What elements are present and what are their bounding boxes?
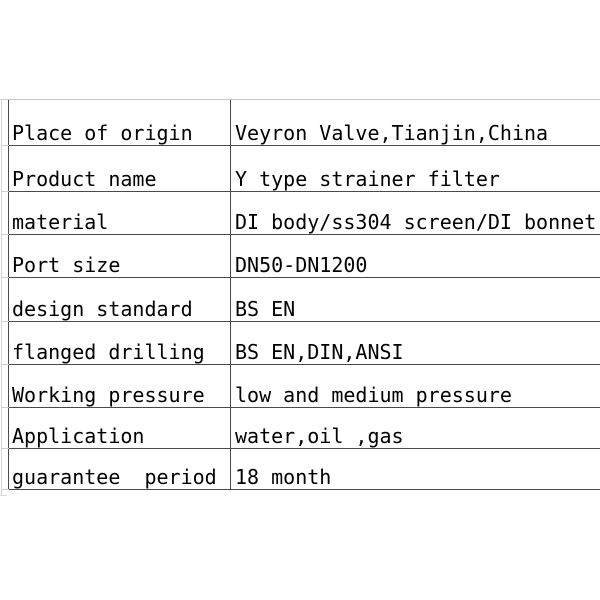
spec-name-cell[interactable]: Place of origin: [9, 100, 231, 145]
spec-row-design-standard: design standard BS EN: [1, 278, 600, 322]
gridline-stub: [0, 495, 7, 496]
spec-value-cell[interactable]: Veyron Valve,Tianjin,China: [235, 121, 549, 145]
spec-row-port-size: Port size DN50-DN1200: [1, 235, 600, 278]
spec-name-cell[interactable]: guarantee period: [9, 449, 231, 489]
spec-row-working-pressure: Working pressure low and medium pressure: [1, 365, 600, 408]
spec-name-cell[interactable]: Application: [9, 408, 231, 448]
spec-name-cell[interactable]: material: [9, 192, 231, 234]
spec-value-cell[interactable]: low and medium pressure: [235, 383, 512, 407]
spec-row-product-name: Product name Y type strainer filter: [1, 146, 600, 192]
spec-row-material: material DI body/ss304 screen/DI bonnet: [1, 192, 600, 235]
product-spec-table: Place of origin Veyron Valve,Tianjin,Chi…: [1, 100, 600, 490]
spec-value-cell[interactable]: DI body/ss304 screen/DI bonnet: [235, 210, 597, 234]
spec-value-cell[interactable]: BS EN: [235, 297, 296, 321]
gridline-top: [0, 99, 600, 100]
gridline-left-column: [1, 99, 2, 496]
spec-row-flanged-drilling: flanged drilling BS EN,DIN,ANSI: [1, 322, 600, 365]
spec-name-cell[interactable]: design standard: [9, 278, 231, 321]
spec-value-cell[interactable]: DN50-DN1200: [235, 253, 368, 277]
spec-name-cell[interactable]: flanged drilling: [9, 322, 231, 364]
spec-name-cell[interactable]: Port size: [9, 235, 231, 277]
spec-row-place-of-origin: Place of origin Veyron Valve,Tianjin,Chi…: [1, 100, 600, 146]
spec-row-guarantee-period: guarantee period 18 month: [1, 449, 600, 490]
spec-value-cell[interactable]: water,oil ,gas: [235, 424, 404, 448]
spec-row-application: Application water,oil ,gas: [1, 408, 600, 449]
spec-value-cell[interactable]: Y type strainer filter: [235, 167, 500, 191]
spec-name-cell[interactable]: Working pressure: [9, 365, 231, 407]
spec-value-cell[interactable]: BS EN,DIN,ANSI: [235, 340, 404, 364]
spec-name-cell[interactable]: Product name: [9, 146, 231, 191]
spec-value-cell[interactable]: 18 month: [235, 465, 332, 489]
